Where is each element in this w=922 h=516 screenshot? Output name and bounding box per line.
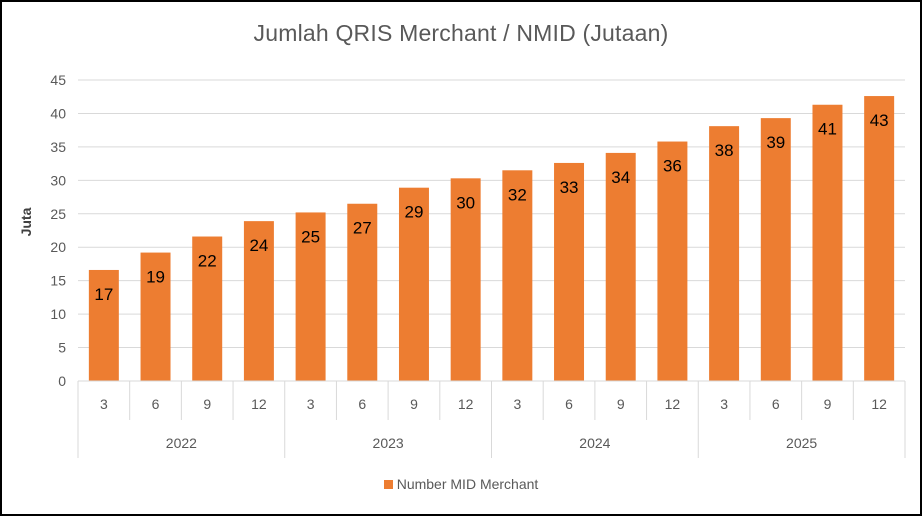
bar: [295, 212, 326, 381]
x-tick-label: 6: [358, 396, 366, 412]
data-label: 34: [611, 168, 630, 187]
x-tick-label: 3: [100, 396, 108, 412]
bar: [243, 221, 274, 381]
x-tick-label: 6: [772, 396, 780, 412]
data-label: 32: [508, 185, 527, 204]
data-label: 41: [818, 120, 837, 139]
data-label: 38: [715, 141, 734, 160]
bar: [192, 236, 223, 381]
bar: [398, 187, 429, 381]
bar: [760, 118, 791, 382]
bar: [554, 162, 585, 381]
y-tick-label: 10: [50, 306, 66, 322]
bar: [709, 126, 740, 381]
x-tick-label: 9: [203, 396, 211, 412]
x-tick-label: 9: [824, 396, 832, 412]
data-label: 17: [94, 285, 113, 304]
bar: [864, 96, 895, 381]
group-label: 2022: [166, 435, 197, 451]
bar: [605, 152, 636, 381]
x-tick-label: 12: [251, 396, 267, 412]
group-label: 2025: [786, 435, 817, 451]
data-label: 24: [249, 236, 268, 255]
data-label: 19: [146, 268, 165, 287]
data-label: 30: [456, 193, 475, 212]
legend: Number MID Merchant: [2, 476, 920, 492]
x-tick-label: 6: [565, 396, 573, 412]
data-label: 33: [560, 178, 579, 197]
bar: [502, 170, 533, 381]
bar: [88, 269, 119, 381]
x-tick-label: 6: [152, 396, 160, 412]
data-label: 29: [405, 203, 424, 222]
y-tick-label: 35: [50, 139, 66, 155]
x-tick-label: 9: [617, 396, 625, 412]
chart-title: Jumlah QRIS Merchant / NMID (Jutaan): [253, 20, 669, 46]
bar: [450, 178, 481, 381]
bar: [812, 104, 843, 381]
bar: [657, 141, 688, 381]
bar: [347, 203, 378, 381]
y-tick-label: 0: [58, 373, 66, 389]
x-tick-label: 9: [410, 396, 418, 412]
legend-label: Number MID Merchant: [396, 476, 539, 492]
y-tick-label: 20: [50, 239, 66, 255]
data-label: 27: [353, 219, 372, 238]
data-label: 25: [301, 227, 320, 246]
data-label: 36: [663, 157, 682, 176]
group-label: 2024: [579, 435, 610, 451]
y-tick-label: 25: [50, 206, 66, 222]
x-tick-label: 3: [720, 396, 728, 412]
group-label: 2023: [373, 435, 404, 451]
y-tick-label: 15: [50, 273, 66, 289]
y-tick-label: 5: [58, 340, 66, 356]
x-tick-label: 12: [871, 396, 887, 412]
y-tick-label: 30: [50, 172, 66, 188]
bar: [140, 252, 171, 381]
data-label: 39: [766, 133, 785, 152]
x-tick-label: 3: [513, 396, 521, 412]
data-label: 43: [870, 111, 889, 130]
x-tick-label: 12: [665, 396, 681, 412]
x-tick-label: 3: [307, 396, 315, 412]
y-tick-label: 40: [50, 105, 66, 121]
data-label: 22: [198, 252, 217, 271]
legend-swatch: [383, 480, 393, 489]
y-tick-label: 45: [50, 72, 66, 88]
x-tick-label: 12: [458, 396, 474, 412]
